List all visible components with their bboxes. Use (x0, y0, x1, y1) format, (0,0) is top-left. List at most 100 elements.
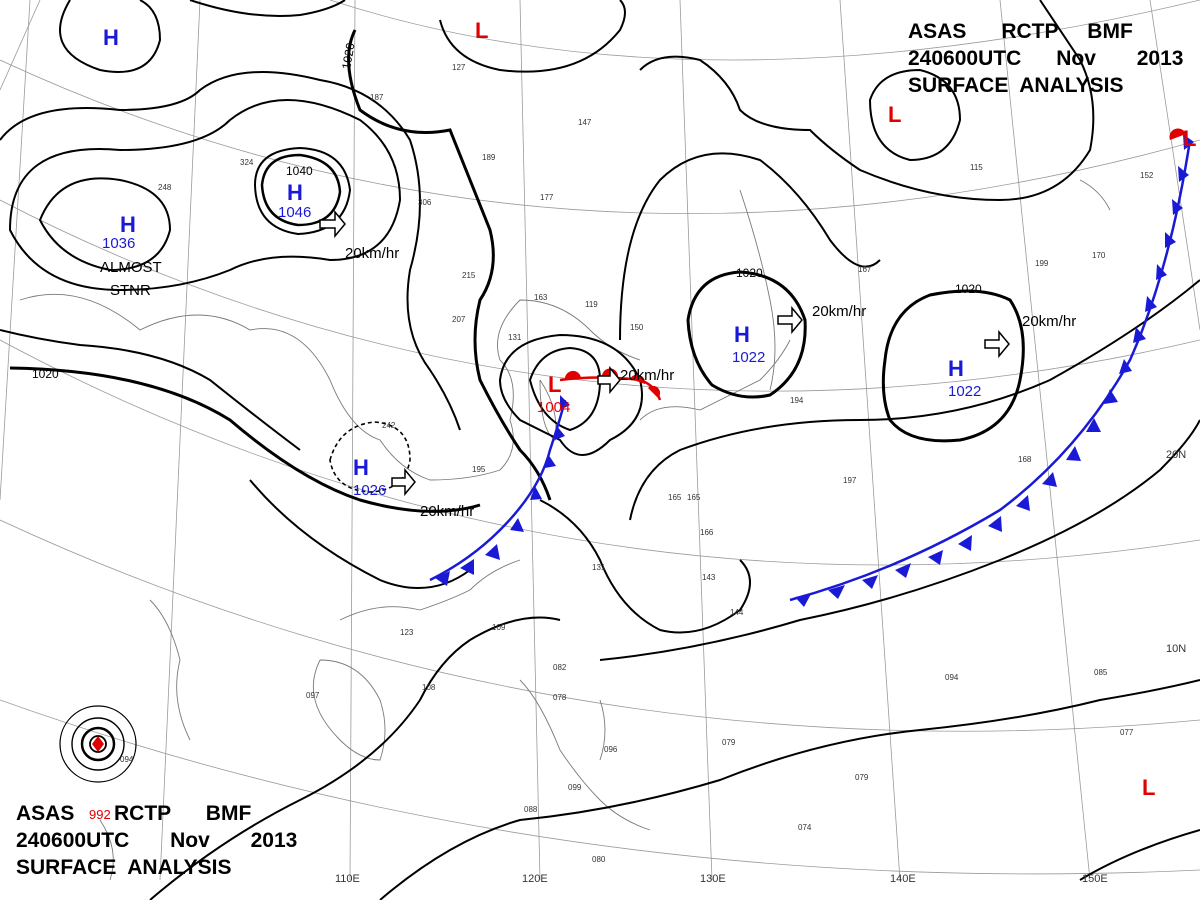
low-center-label: L (888, 102, 901, 127)
svg-text:082: 082 (553, 663, 567, 672)
lat-label-20n: 20N (1166, 449, 1186, 461)
svg-text:1040: 1040 (286, 164, 313, 178)
lon-label-120e: 120E (522, 873, 548, 885)
svg-text:194: 194 (790, 396, 804, 405)
svg-text:168: 168 (1018, 455, 1032, 464)
title-top: ASAS RCTP BMF 240600UTC Nov 2013 SURFACE… (908, 20, 1183, 97)
high-center-value: 1026 (353, 482, 386, 499)
svg-text:074: 074 (798, 823, 812, 832)
lat-label-10n: 10N (1166, 643, 1186, 655)
warm-front (559, 128, 1186, 401)
svg-text:20km/hr: 20km/hr (420, 503, 474, 520)
svg-text:165: 165 (687, 493, 701, 502)
high-center-label: H (734, 322, 750, 347)
svg-text:079: 079 (722, 738, 736, 747)
svg-text:147: 147 (578, 118, 592, 127)
stationary-note-line2: STNR (110, 282, 151, 299)
svg-text:177: 177 (540, 193, 554, 202)
svg-text:20km/hr: 20km/hr (620, 367, 674, 384)
svg-text:ASAS: ASAS (16, 802, 74, 825)
grid-labels: 110E 120E 130E 140E 150E 20N 10N (335, 449, 1186, 885)
svg-text:ASAS RCTP BMF: ASAS RCTP BMF (908, 20, 1133, 43)
svg-text:306: 306 (418, 198, 432, 207)
svg-text:163: 163 (534, 293, 548, 302)
svg-text:150: 150 (630, 323, 644, 332)
high-center-label: H (120, 212, 136, 237)
svg-text:195: 195 (472, 465, 486, 474)
svg-text:108: 108 (422, 683, 436, 692)
svg-text:1020: 1020 (955, 282, 982, 296)
lon-label-110e: 110E (335, 873, 360, 885)
longitude-lines (0, 0, 1200, 881)
svg-text:240600UTC Nov 2013: 240600UTC Nov 2013 (908, 47, 1183, 70)
svg-text:094: 094 (945, 673, 959, 682)
svg-text:127: 127 (452, 63, 466, 72)
svg-text:094: 094 (120, 755, 134, 764)
svg-text:1020: 1020 (736, 266, 763, 280)
svg-text:165: 165 (668, 493, 682, 502)
low-center-label: L (1142, 775, 1155, 800)
low-center-label: L (1183, 126, 1196, 151)
svg-text:088: 088 (524, 805, 538, 814)
high-center-label: H (353, 455, 369, 480)
svg-text:099: 099 (568, 783, 582, 792)
svg-text:248: 248 (158, 183, 172, 192)
svg-text:144: 144 (730, 608, 744, 617)
lon-label-130e: 130E (700, 873, 726, 885)
svg-text:152: 152 (1140, 171, 1154, 180)
movement-arrows (319, 209, 1010, 497)
high-centres: H H 1036 H 1046 H 1026 H 1022 H 1022 (102, 25, 981, 499)
svg-text:170: 170 (1092, 251, 1106, 260)
high-center-label: H (948, 356, 964, 381)
station-plots: 248 324 187 127 147 189 177 306 215 163 … (120, 63, 1154, 864)
svg-text:1020: 1020 (32, 367, 59, 381)
svg-text:123: 123 (400, 628, 414, 637)
svg-text:115: 115 (970, 163, 983, 172)
lon-label-140e: 140E (890, 873, 916, 885)
coastlines (19, 179, 1111, 881)
svg-text:080: 080 (592, 855, 606, 864)
cyclone-pressure: 992 (89, 807, 111, 822)
svg-text:242: 242 (382, 421, 396, 430)
isobar-labels: 1020 1040 1020 1020 1020 (32, 41, 982, 381)
svg-text:166: 166 (700, 528, 714, 537)
low-centres: L L 1004 L L L (475, 18, 1196, 800)
movement-speed-labels: 20km/hr 20km/hr 20km/hr 20km/hr 20km/hr (345, 245, 1076, 520)
high-center-label: H (287, 180, 303, 205)
cold-front (429, 134, 1194, 607)
svg-text:215: 215 (462, 271, 476, 280)
low-center-label: L (548, 372, 561, 397)
svg-text:240600UTC Nov 2013: 240600UTC Nov 2013 (16, 829, 297, 852)
svg-text:189: 189 (482, 153, 496, 162)
svg-text:187: 187 (370, 93, 384, 102)
svg-text:20km/hr: 20km/hr (345, 245, 399, 262)
svg-text:085: 085 (1094, 668, 1108, 677)
svg-text:RCTP BMF: RCTP BMF (114, 802, 251, 825)
high-center-value: 1036 (102, 235, 135, 252)
svg-text:20km/hr: 20km/hr (812, 303, 866, 320)
high-center-label: H (103, 25, 119, 50)
svg-text:SURFACE ANALYSIS: SURFACE ANALYSIS (16, 856, 232, 879)
svg-text:131: 131 (508, 333, 522, 342)
stationary-note-line1: ALMOST (100, 259, 162, 276)
svg-text:197: 197 (843, 476, 857, 485)
svg-text:096: 096 (604, 745, 618, 754)
svg-text:SURFACE ANALYSIS: SURFACE ANALYSIS (908, 74, 1124, 97)
high-center-value: 1022 (948, 383, 981, 400)
svg-text:143: 143 (702, 573, 716, 582)
latitude-lines (0, 0, 1200, 875)
low-center-value: 1004 (537, 399, 570, 416)
svg-text:119: 119 (585, 300, 598, 309)
high-center-value: 1022 (732, 349, 765, 366)
low-center-label: L (475, 18, 488, 43)
svg-text:207: 207 (452, 315, 466, 324)
svg-text:167: 167 (858, 265, 872, 274)
svg-text:097: 097 (306, 691, 320, 700)
svg-text:079: 079 (855, 773, 869, 782)
svg-text:077: 077 (1120, 728, 1134, 737)
svg-text:324: 324 (240, 158, 254, 167)
svg-text:109: 109 (492, 623, 506, 632)
